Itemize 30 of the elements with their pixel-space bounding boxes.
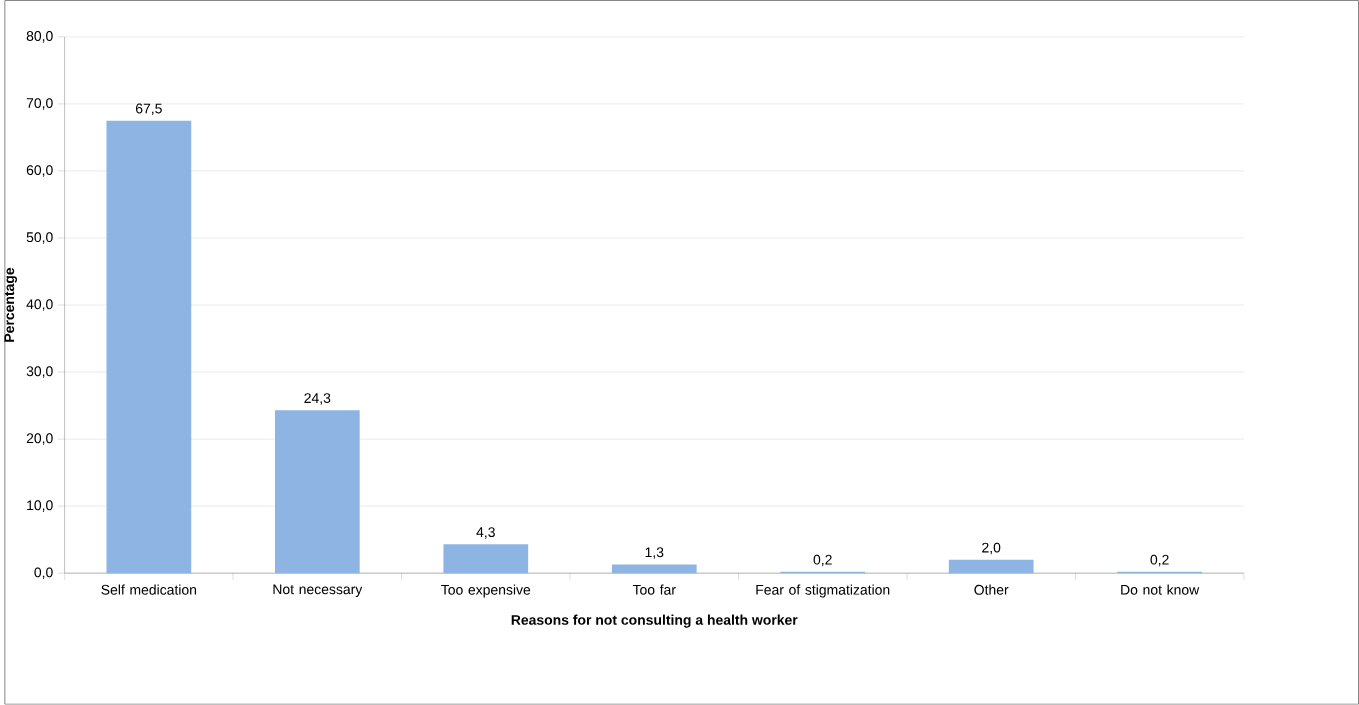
bar	[106, 120, 192, 574]
y-tick-label: 60,0	[26, 165, 53, 177]
x-tick-label: Self medication	[101, 584, 197, 595]
y-tick-label: 0,0	[34, 567, 53, 580]
bar	[443, 544, 529, 574]
x-axis-title: Reasons for not consulting a health worker	[511, 614, 798, 628]
y-tick-label: 80,0	[26, 31, 53, 43]
data-label: 4,3	[476, 527, 495, 539]
data-label: 0,2	[1150, 554, 1169, 567]
y-tick-label: 50,0	[26, 232, 53, 244]
y-tick-label: 30,0	[26, 366, 53, 378]
data-label: 67,5	[135, 103, 162, 116]
x-tick-label: Too expensive	[441, 584, 531, 598]
y-tick-label: 70,0	[26, 98, 53, 110]
bar	[274, 410, 360, 574]
x-tick-label: Do not know	[1121, 584, 1200, 595]
bar	[611, 564, 697, 574]
x-tick-label: Fear of stigmatization	[756, 584, 890, 598]
y-tick-label: 20,0	[26, 433, 53, 445]
y-tick-label: 40,0	[26, 299, 53, 311]
y-tick-label: 10,0	[27, 500, 53, 513]
data-label: 2,0	[982, 542, 1001, 555]
bar	[948, 559, 1034, 574]
x-tick-label: Not necessary	[273, 584, 363, 598]
data-label: 0,2	[813, 554, 832, 567]
x-tick-label: Too far	[632, 584, 676, 595]
data-label: 24,3	[304, 393, 331, 405]
y-axis-title: Percentage	[4, 268, 17, 342]
x-tick-label: Other	[974, 584, 1009, 595]
data-label: 1,3	[645, 547, 664, 559]
